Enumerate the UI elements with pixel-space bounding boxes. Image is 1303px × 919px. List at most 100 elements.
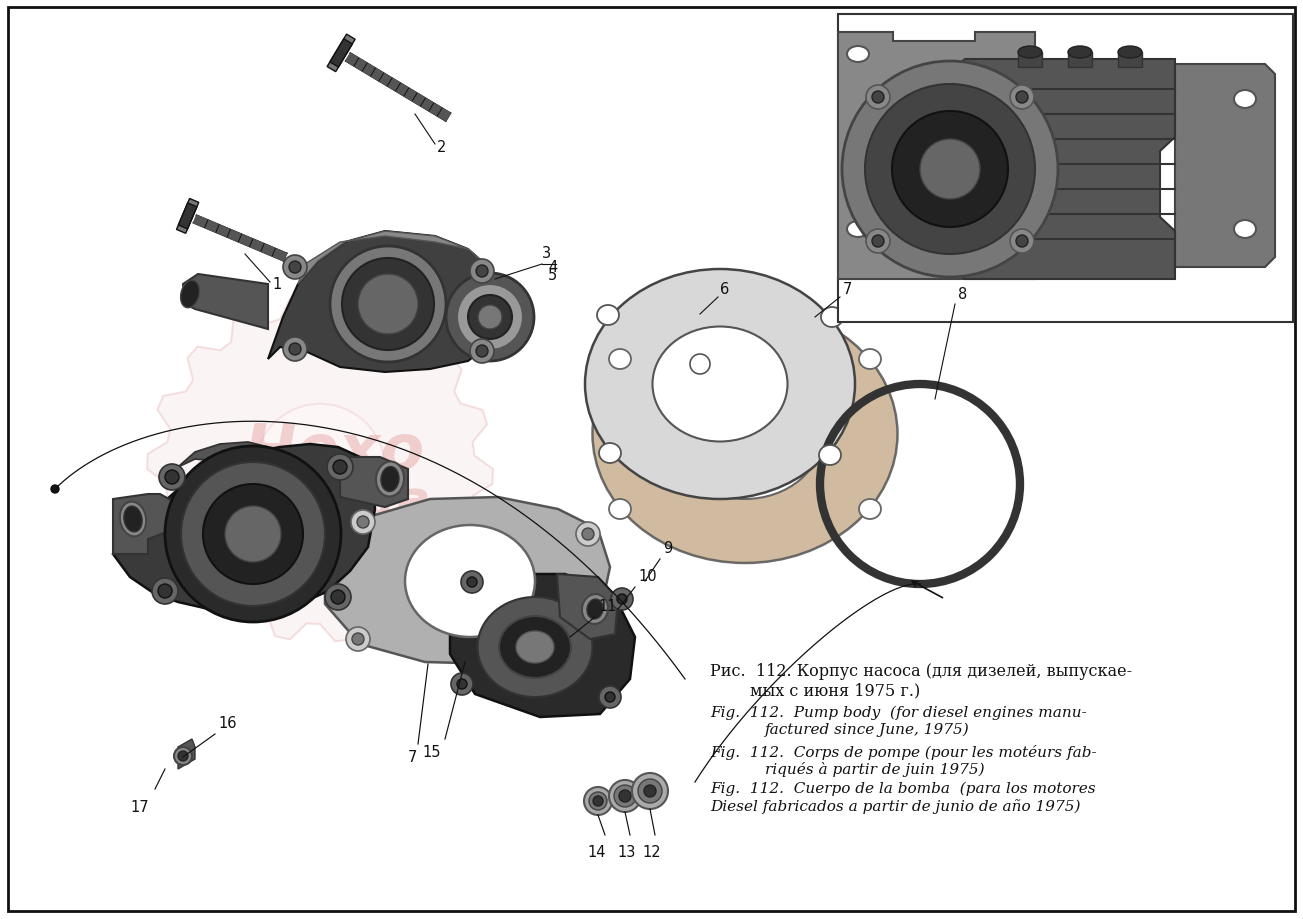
Circle shape — [179, 751, 188, 761]
Polygon shape — [450, 574, 635, 717]
Ellipse shape — [653, 327, 787, 442]
Circle shape — [470, 340, 494, 364]
Ellipse shape — [847, 221, 869, 238]
Circle shape — [611, 588, 633, 610]
Ellipse shape — [477, 597, 593, 698]
Circle shape — [341, 259, 434, 351]
Circle shape — [158, 584, 172, 598]
Circle shape — [478, 306, 502, 330]
Circle shape — [618, 595, 627, 605]
Circle shape — [476, 346, 489, 357]
Circle shape — [605, 692, 615, 702]
Text: 13: 13 — [618, 844, 636, 859]
Circle shape — [872, 92, 883, 104]
Circle shape — [159, 464, 185, 491]
Polygon shape — [179, 204, 197, 230]
Ellipse shape — [181, 281, 199, 309]
Circle shape — [1010, 85, 1035, 110]
Polygon shape — [838, 33, 1040, 279]
Ellipse shape — [820, 446, 840, 466]
Ellipse shape — [499, 617, 571, 678]
Polygon shape — [330, 40, 352, 68]
Polygon shape — [327, 35, 356, 73]
Text: 6: 6 — [721, 282, 730, 297]
Circle shape — [351, 510, 375, 535]
Text: 12: 12 — [642, 844, 662, 859]
Circle shape — [1016, 236, 1028, 248]
Ellipse shape — [516, 631, 554, 664]
Circle shape — [638, 779, 662, 803]
Polygon shape — [113, 494, 179, 554]
Circle shape — [461, 572, 483, 594]
Polygon shape — [179, 739, 195, 769]
Circle shape — [614, 785, 636, 807]
Circle shape — [644, 785, 655, 797]
Text: factured since June, 1975): factured since June, 1975) — [765, 722, 969, 737]
Circle shape — [920, 140, 980, 199]
Ellipse shape — [1018, 47, 1042, 59]
Ellipse shape — [593, 306, 898, 563]
Ellipse shape — [380, 467, 399, 492]
Circle shape — [357, 516, 369, 528]
Ellipse shape — [586, 599, 603, 619]
Circle shape — [866, 230, 890, 254]
Circle shape — [599, 686, 622, 709]
Circle shape — [358, 275, 418, 335]
Ellipse shape — [124, 506, 142, 532]
Polygon shape — [176, 199, 199, 234]
Ellipse shape — [405, 526, 536, 637]
Circle shape — [476, 266, 489, 278]
Text: 15: 15 — [422, 744, 442, 759]
Circle shape — [470, 260, 494, 284]
Circle shape — [334, 460, 347, 474]
Text: парода: парода — [219, 478, 431, 526]
Ellipse shape — [821, 308, 843, 328]
Circle shape — [324, 584, 351, 610]
Circle shape — [289, 262, 301, 274]
Circle shape — [165, 447, 341, 622]
Ellipse shape — [667, 369, 822, 499]
Circle shape — [1016, 92, 1028, 104]
Circle shape — [632, 773, 668, 809]
Ellipse shape — [120, 502, 146, 537]
Text: 2: 2 — [437, 141, 447, 155]
Polygon shape — [113, 445, 375, 614]
Text: Рис.  112. Корпус насоса (для дизелей, выпускае-: Рис. 112. Корпус насоса (для дизелей, вы… — [710, 663, 1132, 679]
Text: Чехо: Чехо — [245, 421, 425, 482]
Polygon shape — [345, 54, 451, 121]
Ellipse shape — [609, 349, 631, 369]
Polygon shape — [179, 443, 270, 468]
Polygon shape — [950, 60, 1175, 279]
Circle shape — [283, 255, 308, 279]
Circle shape — [566, 637, 590, 662]
Text: riqués à partir de juin 1975): riqués à partir de juin 1975) — [765, 761, 985, 777]
Text: Diesel fabricados a partir de junio de año 1975): Diesel fabricados a partir de junio de a… — [710, 798, 1080, 813]
Ellipse shape — [1118, 47, 1141, 59]
Text: 1: 1 — [272, 278, 281, 292]
Ellipse shape — [585, 269, 855, 499]
Polygon shape — [147, 298, 493, 641]
Circle shape — [203, 484, 304, 584]
Circle shape — [468, 296, 512, 340]
Circle shape — [457, 285, 523, 351]
Circle shape — [347, 628, 370, 652]
Polygon shape — [1018, 53, 1042, 68]
Circle shape — [446, 274, 534, 361]
Text: 10: 10 — [638, 568, 657, 584]
Text: 14: 14 — [588, 844, 606, 859]
Circle shape — [893, 112, 1009, 228]
Circle shape — [451, 674, 473, 696]
Text: Fig.  112.  Corps de pompe (pour les motéurs fab-: Fig. 112. Corps de pompe (pour les motéu… — [710, 744, 1097, 759]
Circle shape — [842, 62, 1058, 278]
Circle shape — [175, 747, 192, 766]
Text: 3: 3 — [542, 245, 551, 261]
Ellipse shape — [859, 349, 881, 369]
Circle shape — [152, 578, 179, 605]
Ellipse shape — [847, 137, 869, 153]
Circle shape — [225, 506, 281, 562]
Circle shape — [181, 462, 324, 607]
Circle shape — [51, 485, 59, 494]
Circle shape — [466, 577, 477, 587]
Ellipse shape — [582, 595, 609, 624]
Text: 17: 17 — [130, 800, 150, 814]
